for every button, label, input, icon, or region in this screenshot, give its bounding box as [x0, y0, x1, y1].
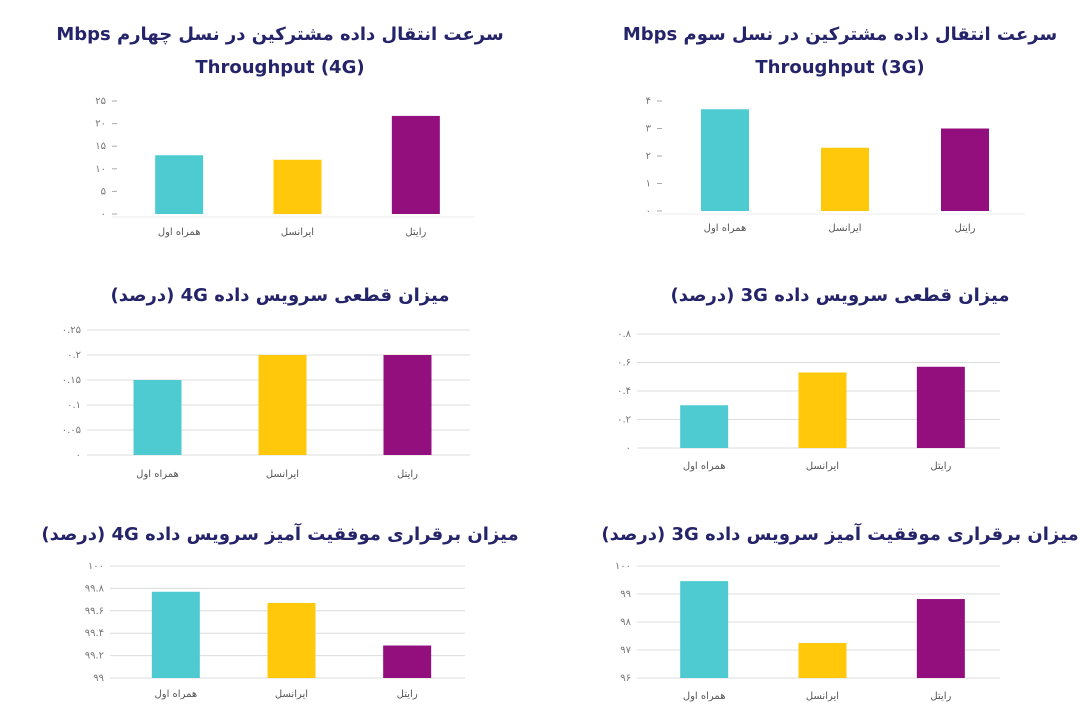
y-tick-label: ۹۶	[620, 673, 631, 684]
x-tick-label: همراه اول	[683, 461, 726, 472]
chart-title: میزان قطعی سرویس داده 3G (درصد)	[671, 285, 1010, 306]
chart-subtitle: Throughput (4G)	[195, 57, 364, 78]
y-tick-label: ۰	[646, 206, 651, 217]
y-tick-label: ۰.۶	[617, 358, 631, 369]
chart-title: میزان برقراری موفقیت آمیز سرویس داده 4G …	[41, 522, 518, 545]
chart-title: میزان قطعی سرویس داده 4G (درصد)	[111, 285, 450, 306]
x-tick-label: همراه اول	[683, 691, 726, 702]
bar	[798, 643, 847, 678]
y-tick-label: ۹۹	[93, 673, 104, 684]
bar	[916, 366, 965, 448]
x-tick-label: ایرانسل	[281, 227, 314, 238]
y-tick-label: ۹۹.۴	[85, 628, 104, 639]
x-tick-label: همراه اول	[704, 223, 747, 234]
bar	[798, 372, 847, 448]
y-tick-label: ۳	[646, 124, 652, 135]
x-tick-label: رایتل	[930, 461, 951, 472]
bar	[680, 581, 729, 678]
x-tick-label: ایرانسل	[806, 691, 839, 702]
y-tick-label: ۴	[646, 96, 651, 107]
x-tick-label: رایتل	[405, 227, 426, 238]
y-tick-label: ۰	[76, 450, 81, 461]
bar	[273, 159, 322, 214]
bar	[821, 147, 869, 211]
bar	[155, 155, 204, 214]
bar	[133, 380, 182, 455]
y-tick-label: ۰.۲۵	[62, 325, 81, 336]
y-tick-label: ۲۰	[95, 119, 106, 130]
y-tick-label: ۵	[101, 186, 106, 197]
chart-title: سرعت انتقال داده مشترکین در نسل سوم Mbps	[623, 24, 1057, 45]
bar	[701, 109, 749, 211]
chart-subtitle: Throughput (3G)	[755, 57, 924, 78]
y-tick-label: ۰.۴	[617, 386, 631, 397]
x-tick-label: ایرانسل	[806, 461, 839, 472]
y-tick-label: ۰	[626, 443, 631, 454]
x-tick-label: رایتل	[397, 469, 418, 480]
y-tick-label: ۰.۱	[67, 400, 81, 411]
y-tick-label: ۰.۲	[617, 415, 631, 426]
y-tick-label: ۰.۸	[617, 329, 632, 340]
y-tick-label: ۹۷	[620, 645, 631, 656]
y-tick-label: ۱۵	[95, 141, 106, 152]
bar	[680, 405, 729, 448]
chart-title: سرعت انتقال داده مشترکین در نسل چهارم Mb…	[56, 24, 503, 45]
x-tick-label: رایتل	[955, 223, 976, 234]
x-tick-label: ایرانسل	[275, 689, 308, 700]
y-tick-label: ۱۰	[95, 164, 106, 175]
bar	[916, 599, 965, 678]
bar	[267, 602, 316, 678]
x-tick-label: رایتل	[930, 691, 951, 702]
bar	[258, 355, 307, 455]
y-tick-label: ۰	[101, 209, 106, 220]
y-tick-label: ۰.۱۵	[62, 375, 81, 386]
bar	[151, 591, 200, 678]
y-tick-label: ۹۹.۸	[85, 583, 105, 594]
y-tick-label: ۱۰۰	[615, 561, 631, 572]
x-tick-label: همراه اول	[155, 689, 198, 700]
y-tick-label: ۱۰۰	[88, 561, 104, 572]
x-tick-label: ایرانسل	[266, 469, 299, 480]
x-tick-label: همراه اول	[136, 469, 179, 480]
y-tick-label: ۱	[646, 179, 651, 190]
y-tick-label: ۰.۰۵	[62, 425, 81, 436]
y-tick-label: ۹۸	[620, 617, 631, 628]
bar	[941, 128, 989, 211]
y-tick-label: ۹۹	[620, 589, 631, 600]
y-tick-label: ۲	[646, 151, 651, 162]
bar	[391, 115, 440, 214]
y-tick-label: ۹۹.۲	[85, 651, 104, 662]
bar	[383, 355, 432, 455]
x-tick-label: همراه اول	[158, 227, 201, 238]
x-tick-label: رایتل	[397, 689, 418, 700]
bar	[383, 645, 432, 678]
x-tick-label: ایرانسل	[828, 223, 861, 234]
y-tick-label: ۰.۲	[67, 350, 81, 361]
y-tick-label: ۹۹.۶	[85, 606, 104, 617]
y-tick-label: ۲۵	[95, 96, 106, 107]
chart-title: میزان برقراری موفقیت آمیز سرویس داده 3G …	[601, 522, 1078, 545]
